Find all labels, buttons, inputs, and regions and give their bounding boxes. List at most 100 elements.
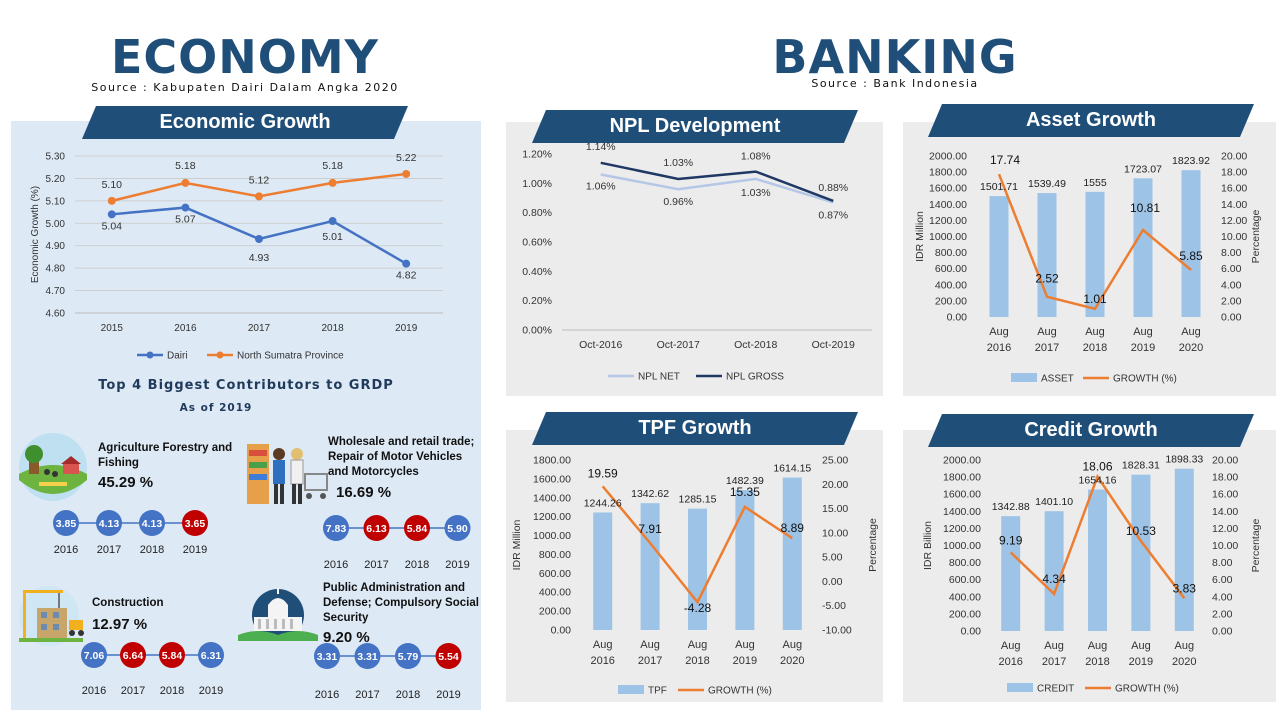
value-circle: [198, 642, 224, 668]
y-tick-label: 1800.00: [929, 167, 967, 179]
x-tick-label: 2019: [733, 655, 757, 667]
value-circle: [444, 515, 471, 541]
value-circle: [323, 515, 349, 541]
value-label: 3.65: [185, 518, 206, 530]
y2-tick-label: 12.00: [1212, 523, 1238, 535]
y-tick-label: 1000.00: [533, 530, 571, 542]
bar: [1088, 489, 1107, 631]
y2-tick-label: 0.00: [1212, 626, 1233, 638]
x-tick-label: 2018: [321, 323, 344, 334]
legend-label: NPL GROSS: [726, 372, 784, 383]
value-label: 5.54: [438, 651, 459, 663]
y2-tick-label: -5.00: [822, 600, 846, 612]
data-point: [255, 192, 263, 201]
data-label: 4.93: [249, 252, 270, 264]
value-label: 7.83: [326, 523, 347, 535]
contributor-name-1: Agriculture Forestry and Fishing: [98, 442, 233, 469]
y-tick-label: 0.80%: [522, 207, 552, 219]
contributor-timeline-3: 7.06 2016 6.64 2017 5.84 2018 6.31 2019: [81, 642, 224, 697]
y-tick-label: 1600.00: [929, 183, 967, 195]
x-tick-label: 2019: [1131, 342, 1155, 354]
y2-tick-label: 15.00: [822, 503, 848, 515]
data-point: [107, 196, 116, 205]
value-circle: [395, 643, 421, 669]
growth-value-label: 1.01: [1083, 292, 1107, 306]
y-tick-label: 5.10: [46, 196, 66, 207]
bar-value-label: 1342.62: [631, 488, 669, 500]
contributor-timeline-1: 3.85 2016 4.13 2017 4.13 2018 3.65 2019: [53, 510, 208, 556]
x-tick-label: Aug: [640, 639, 660, 651]
banking-source: Source : Bank Indonesia: [811, 77, 979, 90]
y2-tick-label: 2.00: [1212, 608, 1233, 620]
x-tick-label: 2018: [1083, 342, 1107, 354]
y-tick-label: 0.00: [551, 625, 572, 637]
y-tick-label: 800.00: [935, 247, 967, 259]
growth-value-label: 17.74: [990, 153, 1020, 167]
economy-source: Source : Kabupaten Dairi Dalam Angka 202…: [91, 81, 399, 94]
growth-value-label: 3.83: [1173, 581, 1197, 595]
data-label: 5.18: [322, 160, 343, 172]
contributors-date: As of 2019: [179, 402, 253, 414]
x-tick-label: 2016: [987, 342, 1011, 354]
construction-icon: [19, 586, 84, 646]
y2-tick-label: 16.00: [1221, 183, 1247, 195]
y2-tick-label: 8.00: [1221, 247, 1242, 259]
legend-label: ASSET: [1041, 374, 1074, 385]
year-label: 2016: [315, 689, 339, 701]
credit-banner: Credit Growth: [928, 414, 1254, 447]
legend-swatch: [1011, 373, 1037, 382]
data-label: 5.04: [102, 220, 123, 232]
data-label: 5.12: [249, 174, 270, 186]
data-label: 1.14%: [586, 141, 616, 153]
bar-value-label: 1828.31: [1122, 460, 1160, 472]
growth-value-label: 7.91: [638, 522, 662, 536]
shopping-icon: [247, 444, 328, 504]
bar-value-label: 1614.15: [773, 463, 811, 475]
npl-panel: [506, 122, 883, 396]
contributor-share-4: 9.20 %: [323, 629, 370, 646]
y-axis-label: IDR Million: [914, 211, 926, 262]
data-label: 5.10: [102, 179, 123, 191]
y2-tick-label: -10.00: [822, 625, 852, 637]
growth-value-label: 2.52: [1035, 272, 1059, 286]
year-label: 2019: [445, 559, 469, 571]
bar: [1044, 511, 1064, 631]
year-label: 2016: [54, 544, 78, 556]
banking-title: BANKING: [772, 30, 1018, 84]
year-label: 2018: [140, 544, 164, 556]
npl-banner: NPL Development: [532, 110, 858, 143]
year-label: 2016: [324, 559, 348, 571]
y-tick-label: 1400.00: [943, 506, 981, 518]
y2-tick-label: 10.00: [1221, 231, 1247, 243]
legend-label: Dairi: [167, 351, 188, 362]
y2-tick-label: 6.00: [1221, 263, 1242, 275]
x-tick-label: Oct-2018: [734, 339, 777, 351]
data-label: 1.03%: [663, 157, 693, 169]
bar: [989, 196, 1009, 317]
x-tick-label: 2017: [1035, 342, 1059, 354]
value-label: 5.90: [447, 523, 468, 535]
value-circle: [354, 643, 381, 669]
value-label: 3.85: [56, 518, 77, 530]
x-tick-label: 2017: [638, 655, 662, 667]
value-circle: [363, 515, 390, 541]
bar-value-label: 1823.92: [1172, 155, 1210, 167]
y-tick-label: 4.80: [46, 264, 66, 275]
y2-tick-label: 20.00: [1212, 455, 1238, 467]
y2-tick-label: 0.00: [822, 576, 843, 588]
tpf-banner: TPF Growth: [532, 412, 858, 445]
y2-tick-label: 18.00: [1221, 167, 1247, 179]
bar: [1001, 516, 1021, 631]
contributor-name-2: Wholesale and retail trade; Repair of Mo…: [328, 436, 475, 478]
value-label: 6.64: [123, 650, 144, 662]
bar-value-label: 1342.88: [992, 501, 1030, 513]
y-tick-label: 4.70: [46, 286, 66, 297]
economic-growth-banner: Economic Growth: [82, 106, 408, 139]
value-label: 6.13: [366, 523, 387, 535]
growth-line: [1009, 473, 1186, 600]
data-label: 0.87%: [818, 209, 848, 221]
x-tick-label: 2016: [174, 323, 197, 334]
year-label: 2016: [82, 685, 106, 697]
y-axis-label: IDR Million: [511, 519, 523, 570]
year-label: 2017: [355, 689, 379, 701]
